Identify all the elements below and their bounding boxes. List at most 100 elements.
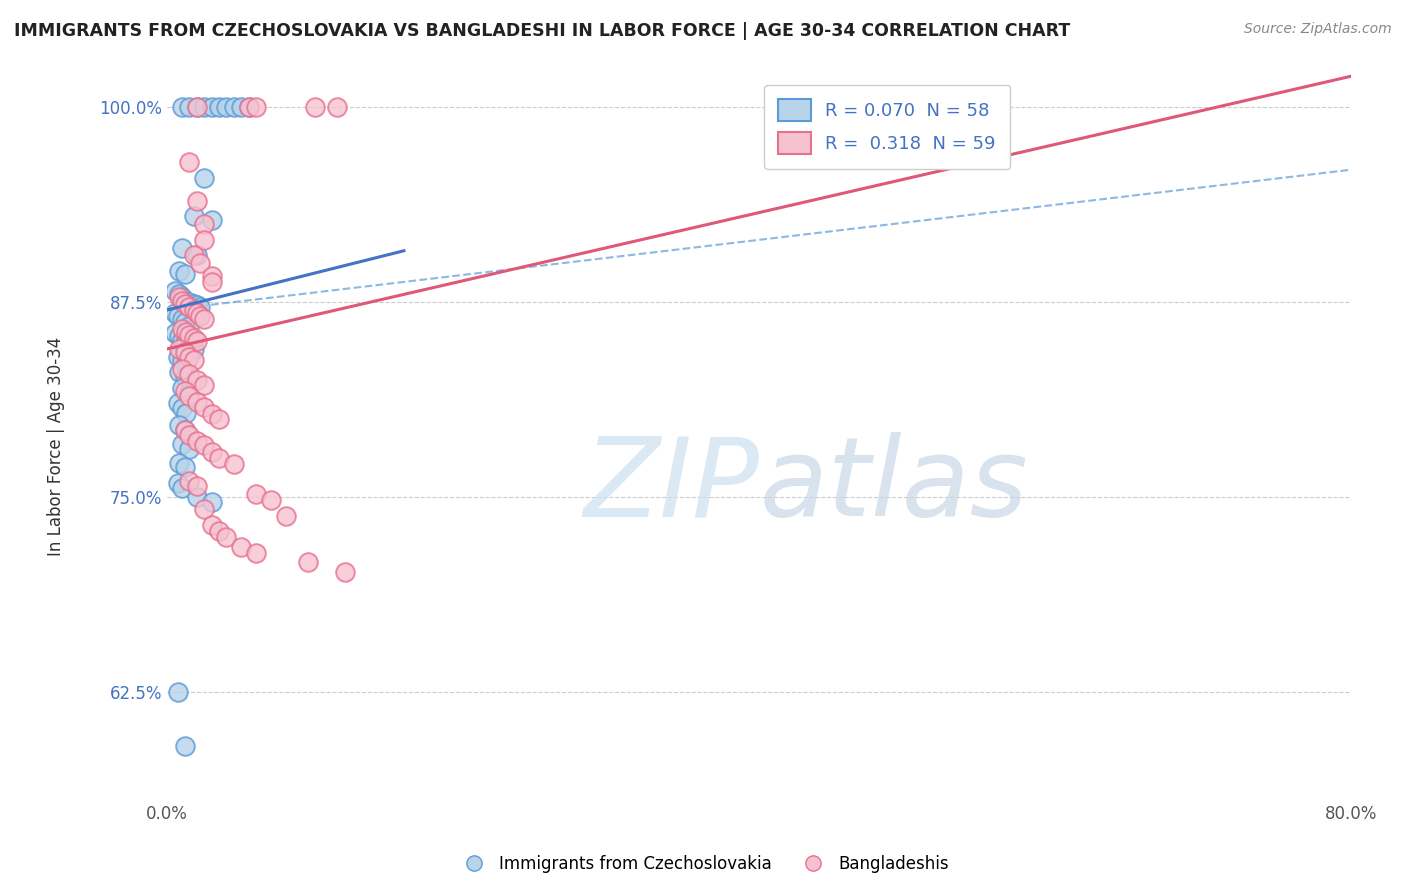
- Point: [179, 155, 201, 169]
- Point: [167, 291, 190, 305]
- Point: [170, 481, 193, 495]
- Point: [167, 287, 190, 301]
- Point: [179, 385, 201, 400]
- Point: [186, 395, 208, 409]
- Point: [304, 100, 326, 114]
- Point: [179, 389, 201, 403]
- Point: [208, 524, 231, 538]
- Point: [186, 100, 208, 114]
- Point: [176, 406, 198, 420]
- Point: [176, 356, 198, 370]
- Point: [167, 264, 190, 278]
- Point: [201, 275, 224, 289]
- Point: [167, 365, 190, 379]
- Point: [170, 312, 193, 326]
- Point: [174, 315, 197, 329]
- Point: [186, 194, 208, 208]
- Point: [170, 333, 193, 347]
- Point: [166, 309, 188, 323]
- Point: [333, 565, 356, 579]
- Point: [174, 423, 197, 437]
- Text: atlas: atlas: [759, 433, 1028, 540]
- Point: [186, 373, 208, 387]
- Point: [188, 300, 211, 314]
- Point: [179, 350, 201, 364]
- Point: [186, 334, 208, 348]
- Point: [208, 412, 231, 426]
- Point: [201, 494, 224, 508]
- Point: [179, 318, 201, 333]
- Point: [201, 517, 224, 532]
- Point: [215, 530, 238, 544]
- Point: [326, 100, 349, 114]
- Point: [201, 212, 224, 227]
- Point: [193, 377, 215, 392]
- Point: [188, 256, 211, 270]
- Point: [186, 100, 208, 114]
- Point: [174, 384, 197, 398]
- Point: [201, 407, 224, 421]
- Point: [183, 342, 205, 356]
- Point: [183, 248, 205, 262]
- Text: In Labor Force | Age 30-34: In Labor Force | Age 30-34: [48, 336, 65, 556]
- Text: IMMIGRANTS FROM CZECHOSLOVAKIA VS BANGLADESHI IN LABOR FORCE | AGE 30-34 CORRELA: IMMIGRANTS FROM CZECHOSLOVAKIA VS BANGLA…: [14, 22, 1070, 40]
- Point: [174, 423, 197, 437]
- Point: [166, 350, 188, 364]
- Point: [183, 210, 205, 224]
- Point: [186, 306, 208, 320]
- Point: [201, 268, 224, 283]
- Point: [201, 444, 224, 458]
- Point: [174, 345, 197, 359]
- Point: [201, 100, 224, 114]
- Text: Source: ZipAtlas.com: Source: ZipAtlas.com: [1244, 22, 1392, 37]
- Point: [188, 309, 211, 323]
- Point: [170, 401, 193, 415]
- Point: [208, 100, 231, 114]
- Point: [231, 100, 253, 114]
- Point: [167, 418, 190, 433]
- Point: [167, 329, 190, 343]
- Point: [170, 381, 193, 395]
- Point: [183, 331, 205, 345]
- Point: [245, 100, 267, 114]
- Point: [245, 546, 267, 560]
- Point: [183, 352, 205, 367]
- Point: [260, 493, 283, 508]
- Point: [193, 217, 215, 231]
- Point: [179, 475, 201, 489]
- Point: [170, 293, 193, 308]
- Point: [174, 293, 197, 308]
- Point: [174, 297, 197, 311]
- Point: [174, 460, 197, 475]
- Point: [193, 438, 215, 452]
- Point: [170, 352, 193, 367]
- Point: [186, 490, 208, 504]
- Point: [170, 291, 193, 305]
- Point: [183, 297, 205, 311]
- Point: [170, 321, 193, 335]
- Point: [193, 502, 215, 516]
- Point: [183, 302, 205, 317]
- Point: [170, 100, 193, 114]
- Point: [274, 508, 297, 523]
- Point: [186, 298, 208, 312]
- Point: [163, 326, 186, 341]
- Point: [245, 487, 267, 501]
- Point: [170, 362, 193, 376]
- Point: [193, 170, 215, 185]
- Point: [163, 306, 186, 320]
- Point: [179, 300, 201, 314]
- Point: [170, 241, 193, 255]
- Point: [297, 555, 319, 569]
- Point: [208, 450, 231, 465]
- Point: [179, 339, 201, 353]
- Point: [166, 396, 188, 410]
- Text: ZIP: ZIP: [583, 433, 759, 540]
- Point: [231, 540, 253, 554]
- Point: [170, 437, 193, 451]
- Point: [163, 285, 186, 299]
- Point: [176, 325, 198, 339]
- Point: [179, 295, 201, 310]
- Point: [222, 100, 245, 114]
- Point: [238, 100, 260, 114]
